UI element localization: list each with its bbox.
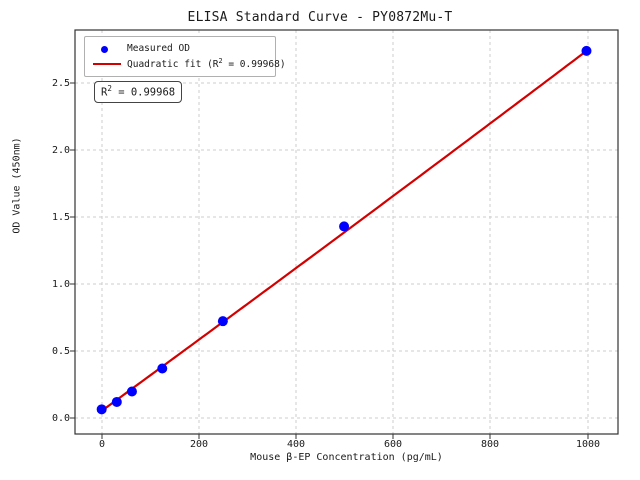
y-tick-label: 0.0 bbox=[51, 413, 70, 424]
axis-frame bbox=[74, 29, 619, 435]
grid-horizontal bbox=[75, 82, 618, 419]
legend[interactable]: Measured OD Quadratic fit (R2 = 0.99968) bbox=[84, 36, 286, 77]
y-tick-label: 0.5 bbox=[51, 346, 70, 357]
legend-marker-icon bbox=[91, 42, 123, 56]
y-tick-label: 2.0 bbox=[51, 145, 70, 156]
legend-fit-suffix: = 0.99968) bbox=[222, 59, 286, 71]
data-point bbox=[111, 396, 122, 407]
x-tick-marks bbox=[101, 434, 589, 439]
legend-fit-prefix: Quadratic fit (R bbox=[127, 59, 219, 71]
y-tick-marks bbox=[70, 82, 75, 419]
legend-label-measured: Measured OD bbox=[127, 43, 190, 54]
measured-od-points bbox=[96, 45, 592, 415]
legend-line-icon bbox=[91, 57, 123, 71]
legend-fit-sup: 2 bbox=[218, 56, 223, 65]
legend-label-fit: Quadratic fit (R2 = 0.99968) bbox=[123, 57, 286, 70]
y-tick-label: 1.0 bbox=[51, 279, 70, 290]
legend-item-measured[interactable]: Measured OD bbox=[91, 41, 269, 56]
data-point bbox=[581, 45, 592, 56]
y-tick-label: 1.5 bbox=[51, 212, 70, 223]
r-squared-annotation: R2 = 0.99968 bbox=[94, 81, 183, 103]
x-tick-label: 200 bbox=[189, 439, 209, 450]
data-point bbox=[339, 221, 350, 232]
r2-suffix: = 0.99968 bbox=[111, 86, 176, 99]
x-axis-label: Mouse β-EP Concentration (pg/mL) bbox=[250, 452, 443, 463]
quadratic-fit-line bbox=[100, 49, 588, 412]
x-tick-label: 1000 bbox=[575, 439, 601, 450]
x-tick-label: 600 bbox=[383, 439, 403, 450]
x-tick-label-group: 0 200 400 600 800 1000 bbox=[0, 439, 640, 459]
grid-vertical bbox=[101, 30, 589, 434]
y-tick-label-group: 0.0 0.5 1.0 1.5 2.0 2.5 bbox=[26, 0, 70, 480]
chart-title: ELISA Standard Curve - PY0872Mu-T bbox=[187, 10, 453, 25]
r2-sup: 2 bbox=[107, 84, 112, 93]
data-point bbox=[96, 404, 107, 415]
data-point bbox=[126, 386, 137, 397]
x-tick-label: 800 bbox=[480, 439, 500, 450]
r2-prefix: R bbox=[101, 86, 108, 99]
x-tick-label: 400 bbox=[286, 439, 306, 450]
data-point bbox=[217, 316, 228, 327]
data-point bbox=[157, 363, 168, 374]
x-tick-label: 0 bbox=[98, 439, 106, 450]
legend-item-fit[interactable]: Quadratic fit (R2 = 0.99968) bbox=[91, 56, 286, 71]
y-tick-label: 2.5 bbox=[51, 78, 70, 89]
